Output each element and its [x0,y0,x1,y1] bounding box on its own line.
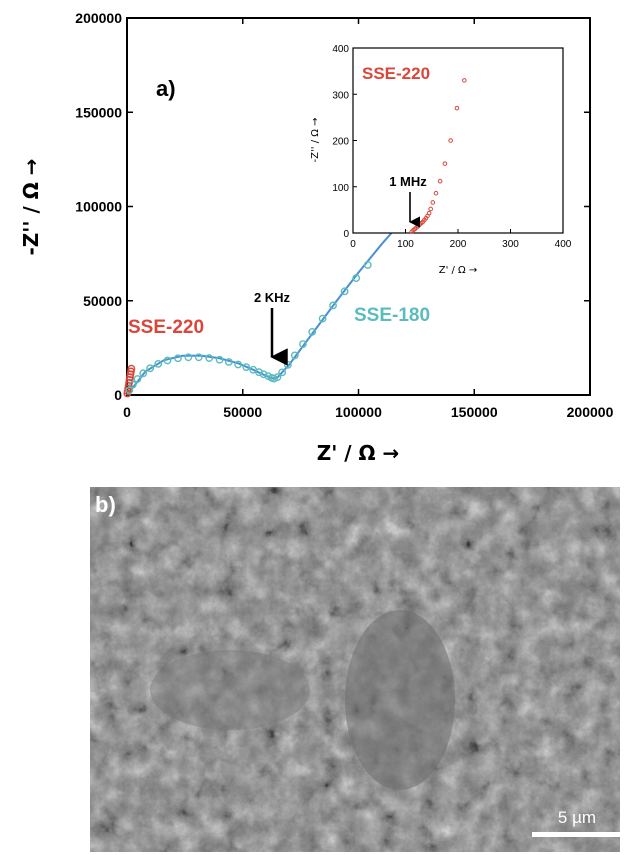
series-label-sse180: SSE-180 [354,305,430,326]
scale-bar [532,832,620,837]
data-point-sse180 [128,380,137,389]
data-point-sse220 [127,364,136,373]
sem-micrograph: b) 5 µm [90,487,620,852]
annotation-2khz: 2 KHz [254,290,291,305]
data-point-sse180 [255,368,263,377]
data-point-sse180 [290,351,299,360]
data-point-sse180 [352,274,361,283]
y-tick-label: 200000 [75,10,122,26]
series-label-sse220: SSE-220 [128,317,204,338]
inset-data-point [428,206,434,212]
data-point-sse180 [146,364,155,373]
data-point-sse180 [139,369,148,378]
data-point-sse180 [273,373,282,381]
main-chart: 0 50000 100000 150000 200000 0 50000 100000 1500… [19,10,614,465]
y-tick-label: 0 [114,387,122,403]
inset-y-tick-label: 300 [332,90,349,101]
data-point-sse180 [205,354,214,362]
data-point-sse180 [340,287,349,296]
inset-plot-frame [352,47,564,234]
inset-chart: 0 100 200 300 400 0 100 200 300 400 -Z'' / Ω → Z'… [310,44,572,276]
data-point-sse180 [163,356,172,365]
data-point-sse180 [154,359,163,368]
panel-label-a: a) [156,76,176,101]
data-point-sse180 [224,358,233,366]
scale-bar-label: 5 µm [558,808,596,827]
y-tick-label: 150000 [75,104,122,120]
x-axis-title: Z' / Ω → [317,441,400,465]
sem-smooth-region [345,610,455,790]
sem-smooth-region-2 [150,650,310,730]
x-tick-label: 50000 [223,404,262,420]
inset-y-tick-label: 100 [332,183,349,194]
inset-data-point [462,78,467,83]
data-point-sse180 [215,355,224,364]
main-axis-ticks: 0 50000 100000 150000 200000 0 50000 100000 1500… [75,10,613,420]
inset-axis-ticks: 0 100 200 300 400 0 100 200 300 400 [332,44,571,250]
data-point-sse180 [184,353,193,362]
panel-label-b: b) [95,492,116,517]
inset-data-point [442,161,448,166]
y-tick-label: 100000 [75,199,122,215]
data-point-sse180 [174,354,182,363]
inset-x-tick-label: 200 [450,239,467,250]
inset-data-point [454,105,460,111]
inset-data-point [430,200,436,205]
inset-data-point [448,138,453,143]
inset-data-point [426,210,432,216]
data-point-sse220 [127,367,135,376]
data-point-sse180 [308,327,317,336]
data-point-sse180 [299,340,307,349]
x-tick-label: 100000 [335,404,382,420]
data-point-sse180 [125,386,134,395]
inset-y-tick-label: 400 [332,44,349,55]
data-point-sse180 [133,375,142,383]
data-point-sse180 [234,360,243,369]
inset-annotation-1mhz: 1 MHz [389,174,427,189]
inset-data-point [437,178,443,184]
data-point-sse180 [318,314,327,323]
inset-x-tick-label: 300 [502,239,519,250]
inset-x-axis-title: Z' / Ω → [439,265,478,276]
inset-data-point [433,190,439,196]
main-data-points [123,261,372,398]
x-tick-label: 0 [123,404,131,420]
data-point-sse180 [194,353,203,362]
inset-y-tick-label: 200 [332,137,349,148]
inset-x-tick-label: 400 [555,239,572,250]
data-point-sse180 [329,301,337,310]
inset-y-axis-title: -Z'' / Ω → [310,118,321,163]
x-tick-label: 200000 [567,404,614,420]
y-tick-label: 50000 [83,293,122,309]
inset-y-tick-label: 0 [343,229,349,240]
data-point-sse180 [363,261,372,269]
inset-series-label: SSE-220 [362,64,430,83]
data-point-sse180 [259,370,268,379]
x-tick-label: 150000 [451,404,498,420]
data-point-sse180 [278,368,287,377]
y-axis-title: -Z'' / Ω → [19,158,43,255]
data-point-sse180 [242,363,251,372]
inset-x-tick-label: 100 [397,239,414,250]
inset-x-tick-label: 0 [350,239,356,250]
